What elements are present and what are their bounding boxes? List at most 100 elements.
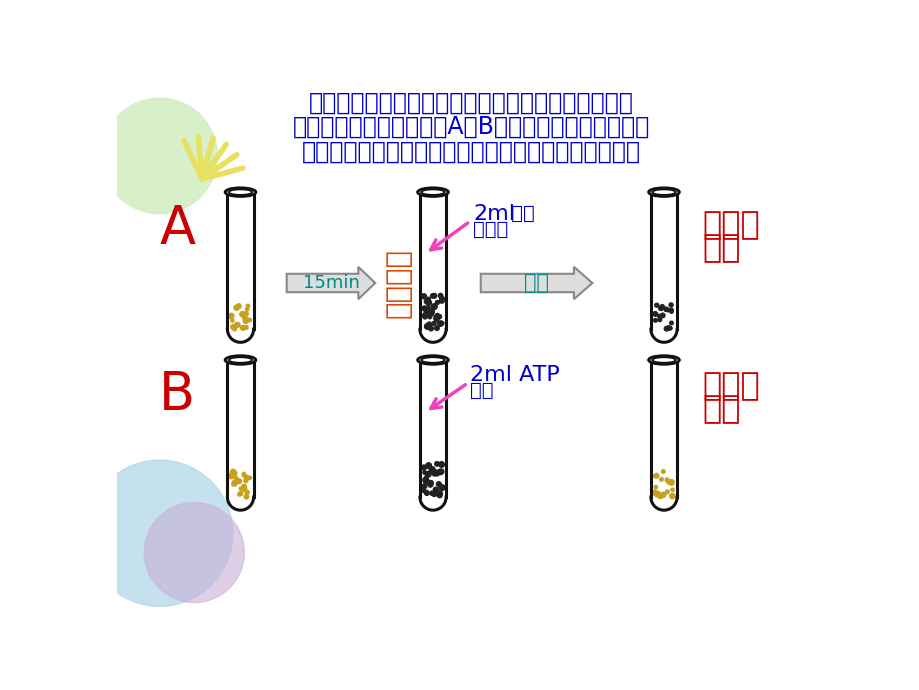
Circle shape [439, 485, 445, 491]
Circle shape [234, 322, 239, 327]
Circle shape [434, 326, 438, 331]
Circle shape [243, 326, 246, 329]
Circle shape [652, 312, 657, 316]
Circle shape [438, 469, 443, 474]
Circle shape [425, 300, 431, 306]
Circle shape [428, 311, 433, 316]
Circle shape [657, 494, 662, 499]
Ellipse shape [652, 190, 675, 195]
Circle shape [425, 463, 431, 469]
Circle shape [669, 481, 673, 485]
Circle shape [244, 495, 248, 499]
Text: 溶液: 溶液 [470, 382, 493, 400]
Circle shape [242, 474, 245, 477]
Circle shape [430, 469, 435, 473]
Text: 使之混合，置于暗处，可见试管内有淡黄色荧光出现。: 使之混合，置于暗处，可见试管内有淡黄色荧光出现。 [301, 140, 641, 164]
Circle shape [664, 478, 668, 482]
Circle shape [669, 310, 673, 313]
Circle shape [244, 479, 247, 482]
Circle shape [229, 313, 233, 319]
Circle shape [232, 482, 235, 486]
Circle shape [668, 480, 674, 484]
Circle shape [242, 473, 245, 475]
Circle shape [247, 318, 251, 322]
Ellipse shape [229, 190, 252, 195]
Circle shape [233, 305, 239, 310]
Circle shape [86, 460, 233, 607]
Circle shape [665, 326, 670, 331]
Circle shape [437, 315, 441, 319]
Circle shape [422, 306, 426, 311]
Circle shape [655, 491, 659, 495]
Circle shape [426, 297, 430, 301]
Text: A: A [159, 203, 195, 255]
Circle shape [232, 471, 236, 475]
Circle shape [660, 305, 664, 309]
Circle shape [430, 294, 435, 298]
Circle shape [659, 477, 663, 481]
Circle shape [438, 462, 444, 467]
Circle shape [245, 308, 248, 311]
Circle shape [427, 482, 432, 487]
Circle shape [432, 322, 436, 326]
Text: B: B [159, 368, 195, 421]
Circle shape [431, 304, 437, 310]
Bar [651, 192, 676, 329]
Circle shape [431, 491, 437, 496]
Ellipse shape [648, 355, 678, 364]
Circle shape [426, 322, 431, 327]
Text: 15min: 15min [302, 274, 359, 292]
Circle shape [233, 482, 237, 486]
Text: 无荧光: 无荧光 [702, 210, 759, 241]
Circle shape [236, 304, 241, 308]
Circle shape [423, 315, 426, 319]
Circle shape [437, 493, 441, 497]
Wedge shape [227, 329, 254, 342]
Circle shape [654, 493, 658, 497]
Bar [419, 360, 446, 497]
Circle shape [668, 326, 672, 330]
Circle shape [241, 327, 244, 331]
Circle shape [670, 488, 674, 491]
Circle shape [439, 322, 443, 325]
Circle shape [657, 318, 661, 322]
Circle shape [653, 485, 657, 489]
Circle shape [244, 318, 248, 322]
Circle shape [240, 326, 244, 330]
Circle shape [428, 326, 433, 331]
Bar [419, 192, 446, 329]
Circle shape [421, 465, 425, 470]
Text: 出现: 出现 [702, 395, 740, 426]
Circle shape [425, 306, 430, 310]
Circle shape [144, 502, 244, 602]
Circle shape [437, 491, 442, 496]
Circle shape [231, 469, 235, 475]
Circle shape [425, 491, 428, 495]
Text: 2ml ATP: 2ml ATP [470, 366, 559, 386]
Circle shape [433, 487, 437, 492]
Circle shape [437, 321, 443, 326]
Circle shape [664, 307, 667, 311]
FancyArrow shape [287, 267, 375, 299]
Text: 葡萄: 葡萄 [504, 204, 534, 223]
Circle shape [234, 477, 238, 480]
Circle shape [237, 493, 241, 496]
Wedge shape [227, 497, 254, 510]
Circle shape [246, 304, 249, 308]
Wedge shape [651, 329, 676, 342]
Circle shape [664, 326, 668, 331]
FancyArrow shape [481, 267, 592, 299]
Bar [227, 192, 254, 329]
Circle shape [423, 477, 428, 483]
Wedge shape [651, 497, 676, 510]
Circle shape [245, 491, 249, 494]
Circle shape [661, 470, 664, 473]
Circle shape [430, 491, 435, 495]
Circle shape [655, 491, 660, 495]
Circle shape [434, 315, 438, 321]
Circle shape [437, 491, 441, 496]
Circle shape [429, 491, 433, 495]
Circle shape [659, 306, 663, 310]
Circle shape [435, 301, 439, 304]
Circle shape [427, 315, 431, 319]
